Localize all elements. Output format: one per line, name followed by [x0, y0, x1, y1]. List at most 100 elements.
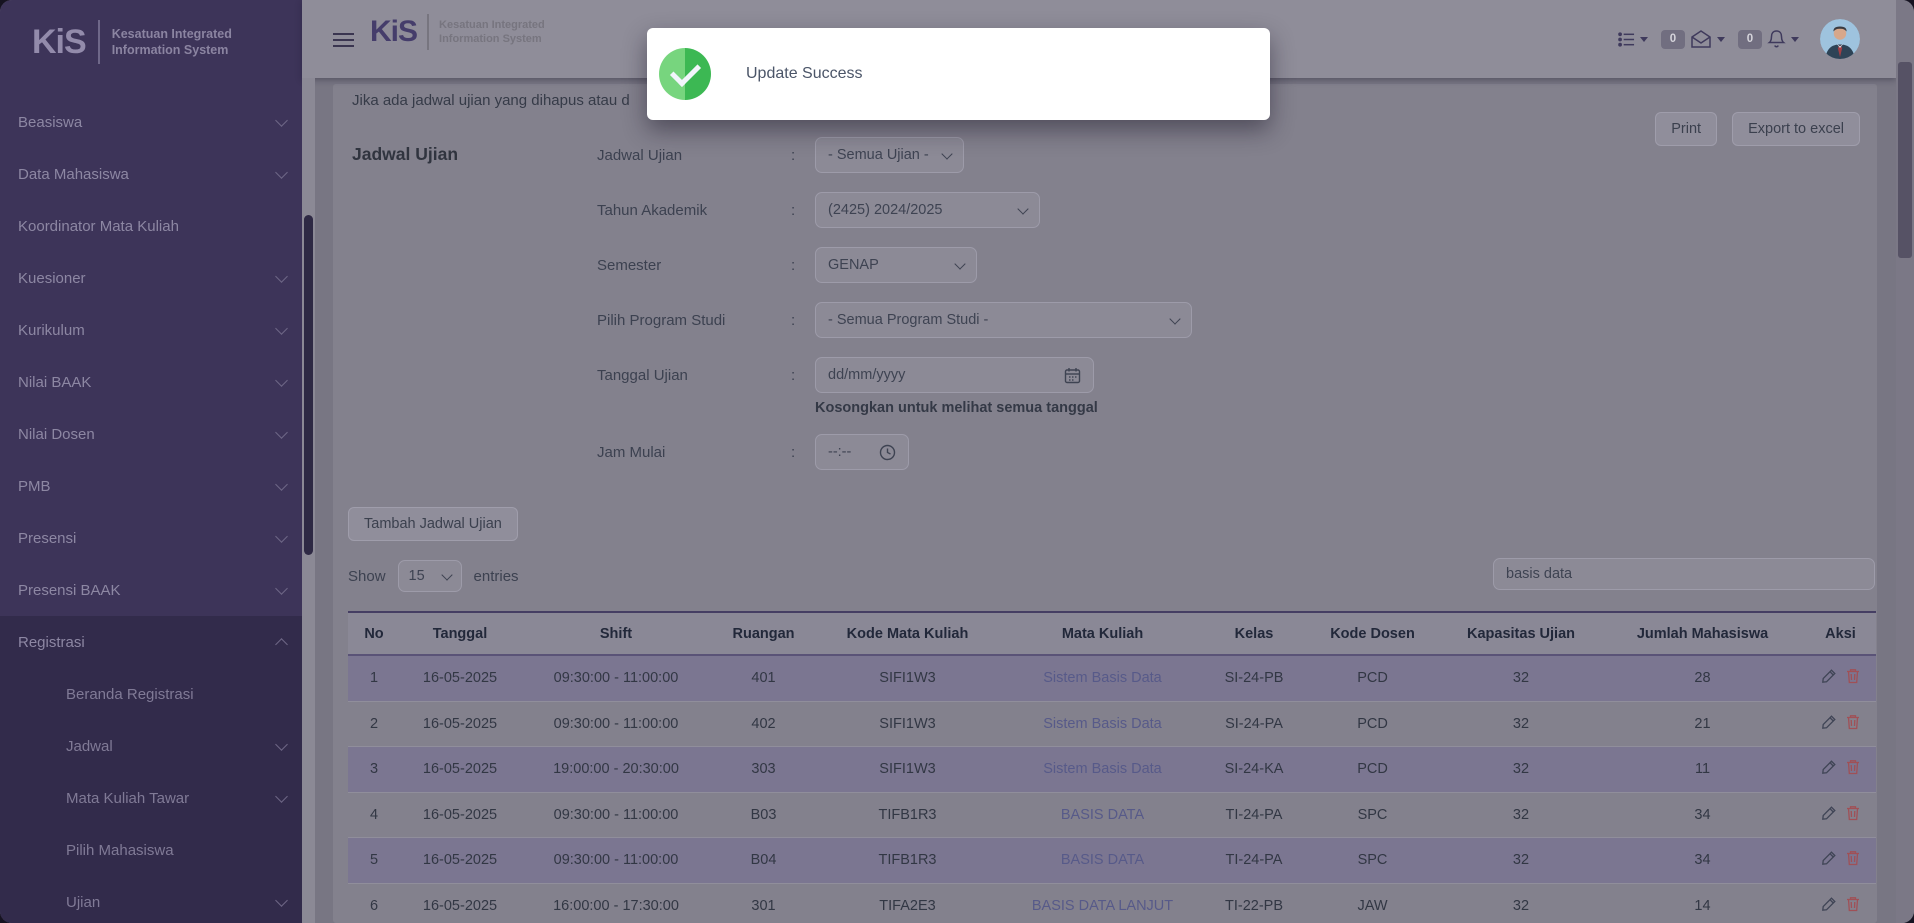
- colon: :: [791, 366, 796, 384]
- edit-icon[interactable]: [1821, 759, 1837, 775]
- mata-kuliah-link[interactable]: BASIS DATA: [1060, 806, 1145, 823]
- table-search-input[interactable]: [1493, 558, 1875, 590]
- kis-logo: KiS: [32, 22, 87, 61]
- sidebar: KiS Kesatuan Integrated Information Syst…: [0, 0, 302, 923]
- sidebar-item-label: Nilai BAAK: [18, 373, 92, 391]
- sidebar-item-label: Kuesioner: [18, 269, 86, 287]
- cell-kode-dosen: JAW: [1303, 883, 1442, 923]
- sidebar-submenu: Beranda Registrasi Jadwal Mata Kuliah Tawa…: [0, 668, 302, 923]
- column-header-mata-kuliah[interactable]: Mata Kuliah: [1000, 612, 1205, 656]
- sidebar-item-presensi-baak[interactable]: Presensi BAAK: [0, 564, 302, 616]
- page-scrollbar-thumb[interactable]: [1898, 62, 1912, 258]
- hamburger-menu-icon[interactable]: [333, 29, 354, 51]
- column-header-shift[interactable]: Shift: [520, 612, 712, 656]
- form-row-tahun: Tahun Akademik : (2425) 2024/2025: [597, 192, 1040, 228]
- column-header-jumlah-mahasiswa[interactable]: Jumlah Mahasiswa: [1600, 612, 1805, 656]
- cell-ruangan: B04: [712, 837, 815, 884]
- semester-select[interactable]: GENAP: [815, 247, 977, 283]
- sidebar-scrollbar-thumb[interactable]: [304, 215, 313, 555]
- sidebar-item-beasiswa[interactable]: Beasiswa: [0, 96, 302, 148]
- form-row-semester: Semester : GENAP: [597, 247, 977, 283]
- column-header-no[interactable]: No: [348, 612, 400, 656]
- cell-kode-mata-kuliah: SIFI1W3: [815, 655, 1000, 702]
- column-header-ruangan[interactable]: Ruangan: [712, 612, 815, 656]
- page-size-select[interactable]: 15: [397, 560, 462, 592]
- cell-mata-kuliah: Sistem Basis Data: [1000, 701, 1205, 747]
- edit-icon[interactable]: [1821, 668, 1837, 684]
- cell-kelas: SI-24-PB: [1205, 655, 1303, 702]
- sidebar-item-label: Beranda Registrasi: [66, 685, 194, 703]
- column-header-tanggal[interactable]: Tanggal: [400, 612, 520, 656]
- export-excel-button[interactable]: Export to excel: [1732, 112, 1860, 146]
- delete-icon[interactable]: [1846, 805, 1860, 821]
- cell-jumlah-mahasiswa: 34: [1600, 792, 1805, 838]
- mata-kuliah-link[interactable]: Sistem Basis Data: [1043, 715, 1162, 732]
- mata-kuliah-link[interactable]: BASIS DATA LANJUT: [1031, 897, 1174, 914]
- chevron-down-icon: [275, 269, 288, 283]
- sidebar-item-ujian[interactable]: Ujian: [0, 876, 302, 923]
- cell-kode-mata-kuliah: SIFI1W3: [815, 701, 1000, 747]
- sidebar-item-mata-kuliah-tawar[interactable]: Mata Kuliah Tawar: [0, 772, 302, 824]
- sidebar-item-presensi[interactable]: Presensi: [0, 512, 302, 564]
- page-scrollbar-track[interactable]: [1896, 0, 1914, 923]
- print-button[interactable]: Print: [1655, 112, 1718, 146]
- table-row: 6 16-05-2025 16:00:00 - 17:30:00 301 TIFA2E3…: [348, 883, 1876, 923]
- tanggal-ujian-input[interactable]: dd/mm/yyyy: [815, 357, 1094, 393]
- column-header-kode-dosen[interactable]: Kode Dosen: [1303, 612, 1442, 656]
- task-list-icon: [1618, 31, 1635, 47]
- edit-icon[interactable]: [1821, 714, 1837, 730]
- table-row: 2 16-05-2025 09:30:00 - 11:00:00 402 SIFI1W3…: [348, 701, 1876, 747]
- show-label: Show: [348, 567, 386, 585]
- mata-kuliah-link[interactable]: Sistem Basis Data: [1043, 761, 1162, 778]
- tasks-menu[interactable]: [1618, 31, 1648, 48]
- success-toast: Update Success: [647, 28, 1270, 120]
- cell-tanggal: 16-05-2025: [400, 792, 520, 838]
- sidebar-item-jadwal[interactable]: Jadwal: [0, 720, 302, 772]
- cell-aksi: [1805, 746, 1876, 793]
- sidebar-item-label: Jadwal: [66, 737, 113, 755]
- sidebar-item-pilih-mahasiswa[interactable]: Pilih Mahasiswa: [0, 824, 302, 876]
- delete-icon[interactable]: [1846, 668, 1860, 684]
- sidebar-item-registrasi[interactable]: Registrasi: [0, 616, 302, 668]
- jadwal-ujian-select[interactable]: - Semua Ujian -: [815, 137, 964, 173]
- delete-icon[interactable]: [1846, 759, 1860, 775]
- mata-kuliah-link[interactable]: Sistem Basis Data: [1043, 670, 1162, 687]
- sidebar-item-pmb[interactable]: PMB: [0, 460, 302, 512]
- sidebar-item-nilai-dosen[interactable]: Nilai Dosen: [0, 408, 302, 460]
- cell-kapasitas-ujian: 32: [1442, 792, 1600, 838]
- chevron-down-icon: [1717, 37, 1725, 46]
- column-header-kelas[interactable]: Kelas: [1205, 612, 1303, 656]
- user-avatar[interactable]: [1820, 19, 1860, 59]
- cell-kelas: TI-22-PB: [1205, 883, 1303, 923]
- sidebar-item-kuesioner[interactable]: Kuesioner: [0, 252, 302, 304]
- cell-jumlah-mahasiswa: 11: [1600, 746, 1805, 793]
- program-studi-select[interactable]: - Semua Program Studi -: [815, 302, 1192, 338]
- mata-kuliah-link[interactable]: BASIS DATA: [1060, 852, 1145, 869]
- jam-mulai-input[interactable]: --:--: [815, 434, 909, 470]
- table-row: 1 16-05-2025 09:30:00 - 11:00:00 401 SIFI1W3…: [348, 655, 1876, 702]
- sidebar-item-koordinator-mata-kuliah[interactable]: Koordinator Mata Kuliah: [0, 200, 302, 252]
- edit-icon[interactable]: [1821, 850, 1837, 866]
- delete-icon[interactable]: [1846, 896, 1860, 912]
- sidebar-item-nilai-baak[interactable]: Nilai BAAK: [0, 356, 302, 408]
- edit-icon[interactable]: [1821, 896, 1837, 912]
- tahun-akademik-select[interactable]: (2425) 2024/2025: [815, 192, 1040, 228]
- column-header-aksi[interactable]: Aksi: [1805, 612, 1876, 656]
- column-header-kode-mata-kuliah[interactable]: Kode Mata Kuliah: [815, 612, 1000, 656]
- cell-ruangan: 401: [712, 655, 815, 702]
- chevron-down-icon: [275, 737, 288, 751]
- messages-menu[interactable]: 0: [1661, 29, 1725, 49]
- notifications-menu[interactable]: 0: [1738, 29, 1799, 49]
- toast-message: Update Success: [746, 65, 863, 82]
- sidebar-item-data-mahasiswa[interactable]: Data Mahasiswa: [0, 148, 302, 200]
- brand-divider: [97, 20, 100, 64]
- delete-icon[interactable]: [1846, 850, 1860, 866]
- column-header-kapasitas-ujian[interactable]: Kapasitas Ujian: [1442, 612, 1600, 656]
- cell-shift: 09:30:00 - 11:00:00: [520, 655, 712, 702]
- sidebar-item-beranda-registrasi[interactable]: Beranda Registrasi: [0, 668, 302, 720]
- open-envelope-icon: [1691, 30, 1711, 48]
- delete-icon[interactable]: [1846, 714, 1860, 730]
- sidebar-item-kurikulum[interactable]: Kurikulum: [0, 304, 302, 356]
- tambah-jadwal-button[interactable]: Tambah Jadwal Ujian: [348, 507, 518, 541]
- edit-icon[interactable]: [1821, 805, 1837, 821]
